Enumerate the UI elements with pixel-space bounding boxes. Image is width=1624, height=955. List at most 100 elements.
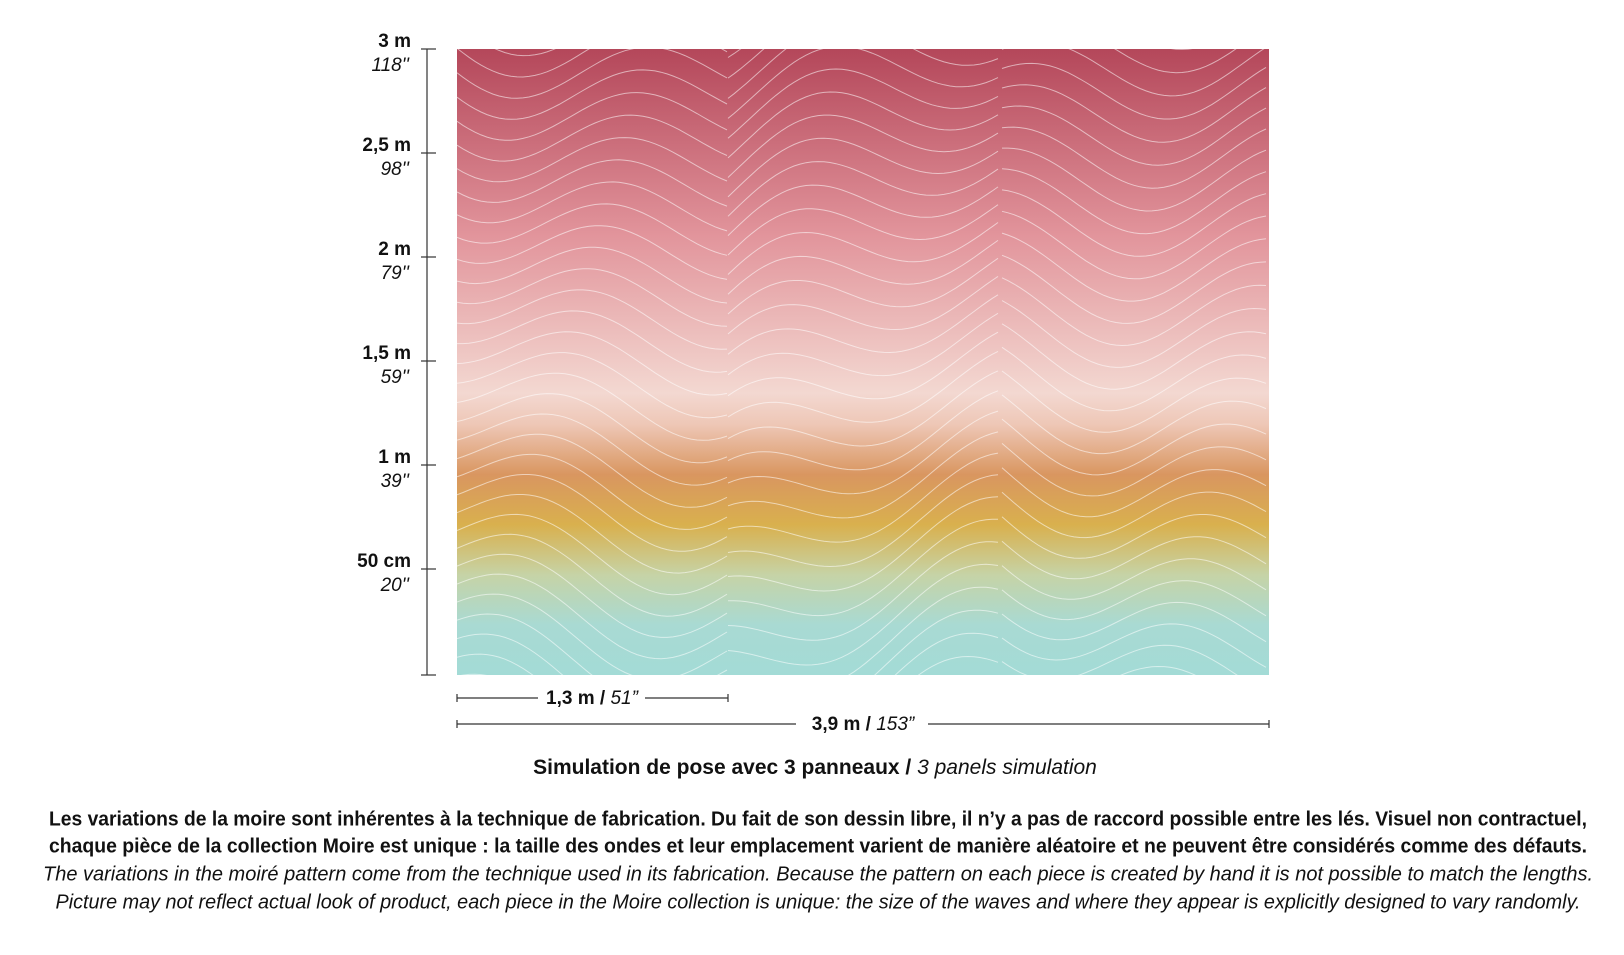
wave-line: [457, 0, 727, 34]
wave-line: [457, 372, 728, 441]
wave-line: [457, 633, 564, 675]
wave-line: [727, 49, 999, 99]
wave-line: [457, 653, 534, 675]
wave-line: [1001, 232, 1267, 302]
wave-line: [457, 593, 728, 675]
wave-line: [1001, 210, 1267, 280]
wave-line: [1002, 688, 1266, 743]
wave-line: [727, 496, 999, 592]
wave-line: [727, 410, 999, 495]
wave-line: [457, 225, 728, 280]
ruler-metric: 1,5 m: [362, 343, 411, 364]
wave-line: [727, 222, 999, 275]
wave-line: [1001, 254, 1267, 324]
wave-line: [1001, 370, 1267, 433]
wave-line: [457, 573, 728, 660]
wave-line: [727, 370, 999, 447]
notice-fr: chaque pièce de la collection Moire est …: [49, 835, 1587, 857]
wave-line: [457, 137, 728, 183]
wave-line: [874, 609, 999, 675]
wave-line: [1001, 62, 1267, 120]
wave-line: [457, 268, 728, 327]
wave-line: [1001, 168, 1267, 235]
wave-line: [457, 203, 728, 256]
wave-line: [1002, 147, 1267, 212]
ruler-metric: 2,5 m: [362, 135, 411, 156]
wave-line: [727, 390, 999, 471]
wave-line: [727, 474, 999, 568]
wave-line: [1001, 323, 1267, 390]
wave-line: [1001, 346, 1267, 412]
notice-fr: Les variations de la moire sont inhérent…: [49, 808, 1587, 830]
caption: Simulation de pose avec 3 panneaux / 3 p…: [533, 756, 1097, 779]
wave-line: [1001, 491, 1267, 539]
wave-line: [917, 655, 999, 675]
wave-line: [727, 184, 999, 236]
wave-line: [727, 91, 999, 159]
wave-line: [727, 452, 999, 543]
wave-line: [727, 137, 999, 198]
wave-line: [727, 114, 999, 178]
wave-line: [457, 0, 727, 12]
wave-line: [457, 494, 728, 574]
wave-line: [457, 613, 728, 675]
wave-line: [1114, 49, 1237, 74]
wave-line: [727, 294, 999, 355]
ruler-metric: 1 m: [378, 447, 411, 468]
wave-line: [1001, 514, 1267, 559]
wave-line: [457, 533, 728, 617]
wave-line: [457, 159, 728, 207]
ruler-imperial: 20'': [380, 575, 411, 596]
wave-line: [728, 0, 998, 37]
wave-pattern: [457, 0, 1267, 743]
wave-line: [457, 92, 728, 141]
ruler-imperial: 59'': [381, 367, 411, 388]
wave-line: [457, 553, 728, 638]
total-width-dimension: 3,9 m / 153”: [456, 714, 1270, 735]
ruler-metric: 50 cm: [357, 551, 411, 572]
wave-line: [457, 69, 728, 120]
wave-line: [457, 310, 728, 373]
wave-line: [727, 518, 998, 617]
wave-line: [1001, 84, 1267, 143]
wave-line: [1001, 536, 1267, 580]
wave-line: [727, 68, 999, 139]
wave-line: [1002, 0, 1266, 3]
wave-line: [457, 246, 728, 304]
wave-line: [727, 312, 999, 377]
panel-width-dimension: 1,3 m / 51”: [456, 688, 729, 709]
wave-line: [457, 181, 728, 232]
wave-line: [1001, 558, 1267, 600]
wave-line: [457, 114, 728, 162]
wave-line: [1001, 277, 1267, 347]
wave-line: [457, 289, 728, 350]
ruler-imperial: 118'': [371, 55, 410, 76]
wave-line: [1001, 443, 1267, 497]
wave-line: [494, 49, 556, 57]
ruler-metric: 2 m: [378, 239, 411, 260]
wave-line: [727, 541, 999, 641]
wave-line: [727, 331, 999, 400]
wave-line: [1001, 105, 1267, 166]
wave-line: [728, 0, 998, 15]
wave-line: [457, 433, 728, 508]
wave-line: [1001, 580, 1267, 621]
wave-line: [457, 331, 728, 396]
wave-line: [727, 275, 999, 335]
wave-line: [1001, 49, 1265, 97]
wave-line: [457, 453, 728, 530]
wave-line: [1001, 189, 1267, 257]
ruler-imperial: 39'': [381, 471, 411, 492]
ruler-metric: 3 m: [378, 31, 411, 52]
wave-line: [1001, 644, 1238, 675]
wave-line: [727, 563, 999, 666]
wave-line: [457, 393, 728, 464]
wave-line: [457, 474, 728, 552]
wave-line: [894, 632, 999, 675]
wave-line: [1001, 418, 1267, 476]
wave-line: [727, 431, 999, 519]
wave-line: [1119, 665, 1196, 675]
ruler-imperial: 79'': [381, 263, 411, 284]
wave-line: [727, 350, 999, 423]
